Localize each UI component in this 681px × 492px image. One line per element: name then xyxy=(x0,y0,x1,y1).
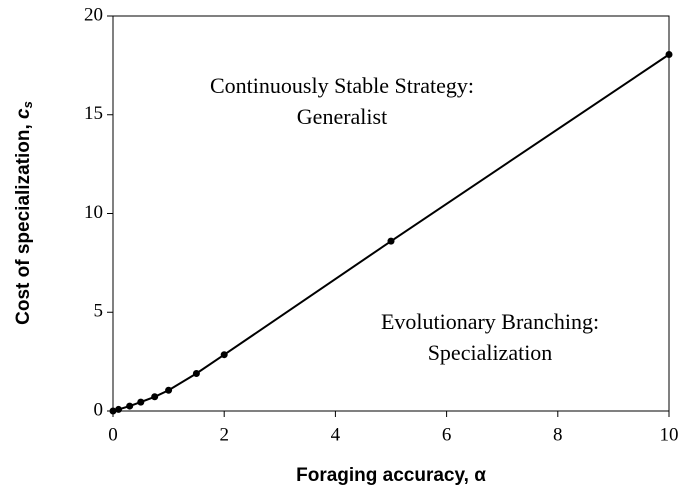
y-label-symbol: c xyxy=(13,108,34,119)
x-tick-label: 0 xyxy=(108,424,118,445)
marker xyxy=(665,51,673,59)
marker xyxy=(220,351,228,359)
x-tick-label: 6 xyxy=(442,424,452,445)
annotation: Continuously Stable Strategy: xyxy=(210,73,474,98)
y-axis-label: Cost of specialization, cs xyxy=(13,101,35,325)
y-tick-label: 10 xyxy=(84,202,103,223)
x-tick-label: 4 xyxy=(331,424,341,445)
x-axis-label: Foraging accuracy, α xyxy=(296,465,486,486)
marker xyxy=(109,407,117,415)
y-label-text: Cost of specialization, xyxy=(13,119,34,325)
marker xyxy=(387,237,395,245)
annotation: Evolutionary Branching: xyxy=(381,309,599,334)
marker xyxy=(192,369,200,377)
y-tick-label: 20 xyxy=(84,4,103,25)
y-tick-label: 5 xyxy=(94,301,104,322)
annotation: Generalist xyxy=(297,104,387,129)
y-tick-label: 15 xyxy=(84,103,103,124)
marker xyxy=(165,386,173,394)
marker xyxy=(151,393,159,401)
line xyxy=(112,53,670,412)
y-tick-label: 0 xyxy=(94,399,104,420)
y-label-subscript: s xyxy=(20,101,35,108)
marker xyxy=(115,405,123,413)
x-tick-label: 8 xyxy=(553,424,563,445)
x-tick-label: 2 xyxy=(219,424,229,445)
annotation: Specialization xyxy=(428,340,553,365)
x-tick-label: 10 xyxy=(660,424,679,445)
marker xyxy=(126,402,134,410)
marker xyxy=(137,398,145,406)
